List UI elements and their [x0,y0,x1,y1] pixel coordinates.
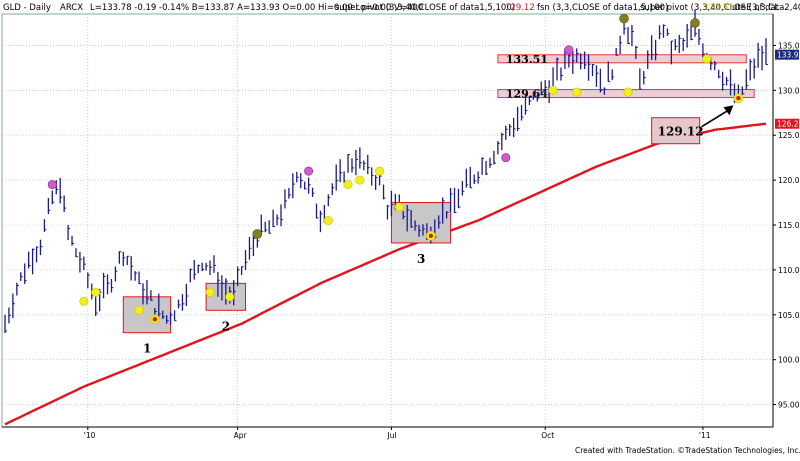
pivot-low-marker [343,180,353,190]
y-tick-label: 115.00 [778,221,800,230]
pivot-low-marker [205,287,215,297]
magenta-marker [304,166,314,176]
pivot-low-marker [79,296,89,306]
y-tick-label: 130.00 [778,86,800,95]
magenta-marker [501,153,511,163]
y-axis: 95.00 100.00 105.00 110.00 115.00 120.00 125.0… [772,14,800,427]
magenta-marker [47,180,57,190]
credit-text: Created with TradeStation. ©TradeStation… [575,446,800,455]
y-tick-label: 95.00 [778,401,800,410]
x-tick-label: Jul [386,431,396,440]
price-bars [4,9,768,334]
band-label: 129.64 [506,88,548,101]
super-pivot-dot [428,233,434,238]
pivot-low-marker [355,175,365,185]
zone-label: 2 [222,319,230,333]
pivot-low-marker [572,87,582,97]
moving-average-line [4,122,767,426]
pivot-high-marker [619,13,629,24]
header-symbol: GLD - Daily [3,3,51,13]
grid-lines [1,13,774,428]
band-label: 133.51 [506,53,548,66]
callouts: 129.12 [651,105,734,145]
ma-price-tag-bg [775,118,799,129]
header-exchange: ARCX [60,3,83,13]
plot-frame [1,13,774,428]
last-price-tag-bg [775,49,799,60]
header-study3-value: 133.51 [704,3,734,13]
callout-label: 129.12 [658,125,704,139]
super-pivot-dot [152,317,158,322]
header-ohlc: L=133.78 -0.19 -0.14% B=133.87 A=133.93 … [90,3,423,13]
y-tick-label: 120.00 [778,176,800,185]
header-study3: super pivot (3,3,40,CLOSE of data2,40,..… [640,3,800,13]
pivot-low-marker [702,54,712,64]
header-study4: ute (3,3,CL [732,3,779,13]
callout-arrow-line [701,109,729,128]
numbered-zones: 1 2 3 [122,202,452,356]
pivot-low-marker [134,305,144,315]
y-tick-label: 135.00 [778,41,800,50]
pivot-low-marker [375,166,385,176]
header-study1: super pivot (3,3,40,CLOSE of data1,5,100… [335,3,515,13]
x-tick-label: Apr [234,431,248,440]
x-tick-label: Oct [541,431,554,440]
band-rect [497,54,747,64]
zone-label: 3 [417,252,425,266]
pivot-high-marker [690,18,700,28]
y-tick-label: 110.00 [778,266,800,275]
callout-arrow-head [723,105,734,116]
pivot-low-marker [394,202,404,212]
pivot-markers [47,13,744,325]
pivot-high-marker [252,229,263,239]
pivot-low-marker [548,85,558,95]
x-tick-label: '10 [84,431,96,440]
y-tick-label: 105.00 [778,311,800,320]
pivot-low-marker [91,287,101,297]
zone-label: 1 [143,342,151,356]
super-pivot-dot [736,96,741,101]
pivot-low-marker [623,87,633,97]
pivot-low-marker [323,216,333,226]
y-tick-label: 100.00 [778,356,800,365]
x-tick-label: '11 [699,431,711,440]
header-study1-value: 129.12 [505,3,535,13]
x-axis: '10 Apr Jul Oct '11 [2,426,773,440]
ma-price-tag: 126.28 [777,120,800,129]
header-study2: fsn (3,3,CLOSE of data1,5,100) [537,3,668,13]
callout-box [651,117,701,145]
chart-header: GLD - Daily ARCX L=133.78 -0.19 -0.14% B… [3,3,800,13]
y-tick-label: 125.00 [778,131,800,140]
magenta-marker [564,45,574,55]
last-price-tag: 133.97 [777,51,800,60]
pivot-low-marker [225,292,235,302]
moving-average [4,122,767,426]
